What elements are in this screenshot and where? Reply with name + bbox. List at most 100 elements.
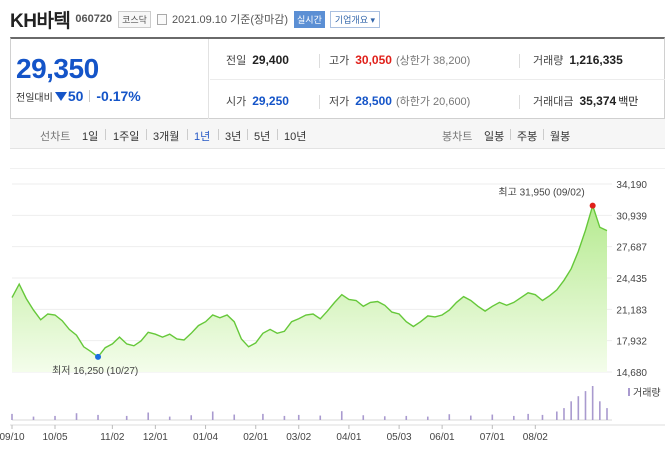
tab-weekly[interactable]: 주봉 <box>517 131 538 143</box>
tab-3m[interactable]: 3개월 <box>153 131 180 143</box>
x-tick-label: 02/01 <box>243 432 268 443</box>
down-triangle-icon <box>54 91 67 101</box>
current-price: 29,350 <box>16 53 99 84</box>
volume-bar <box>556 411 558 420</box>
volume-bar <box>426 416 429 420</box>
x-tick-label: 06/01 <box>430 432 455 443</box>
volume-bar <box>383 416 386 420</box>
volume-bar <box>233 414 236 420</box>
realtime-button[interactable]: 실시간 <box>294 10 325 28</box>
x-tick-label: 09/10 <box>0 432 25 443</box>
x-axis-labels: 09/10 10/05 11/02 12/01 01/04 02/01 03/02 04/01… <box>0 424 665 443</box>
tab-5y[interactable]: 5년 <box>254 131 271 143</box>
volume-bar <box>591 386 594 420</box>
volume-label: 거래량 <box>533 55 564 67</box>
y-tick-label: 30,939 <box>616 211 647 222</box>
y-axis-labels: 34,190 30,939 27,687 24,435 21,183 17,932 14,6… <box>616 180 647 379</box>
volume-bar <box>211 411 214 420</box>
stock-header: KH바텍 060720 코스닥 2021.09.10 기준(장마감) 실시간 기… <box>10 6 380 32</box>
open-value: 29,250 <box>252 94 289 108</box>
divider <box>146 129 147 140</box>
y-tick-label: 34,190 <box>616 180 647 191</box>
tab-1y[interactable]: 1년 <box>194 131 211 143</box>
x-tick-label: 07/01 <box>480 432 505 443</box>
tab-1d[interactable]: 1일 <box>82 131 99 143</box>
divider <box>519 95 520 109</box>
base-date: 2021.09.10 기준(장마감) <box>171 14 289 26</box>
open-label: 시가 <box>226 96 247 108</box>
divider <box>519 54 520 68</box>
volume-bars: 거래량 <box>11 386 661 421</box>
y-tick-label: 14,680 <box>616 368 647 379</box>
volume-value: 1,216,335 <box>569 53 623 67</box>
price-area <box>12 205 607 372</box>
volume-bar <box>262 413 264 420</box>
y-tick-label: 24,435 <box>616 274 647 285</box>
min-point <box>95 353 102 360</box>
volume-bar <box>527 413 529 420</box>
max-point <box>589 202 596 209</box>
change-percent: -0.17% <box>96 88 141 104</box>
volume-bar <box>147 412 150 420</box>
high-label: 고가 <box>329 55 350 67</box>
y-tick-label: 21,183 <box>616 305 647 316</box>
tab-monthly[interactable]: 월봉 <box>550 131 571 143</box>
volume-bar <box>570 401 572 420</box>
divider <box>247 129 248 140</box>
tab-3y[interactable]: 3년 <box>225 131 242 143</box>
volume-bar <box>283 415 286 420</box>
document-icon[interactable] <box>156 13 167 25</box>
price-block: 29,350 전일대비 50 -0.17% <box>11 39 209 119</box>
volume-bar <box>97 414 99 420</box>
volume-bar <box>11 413 13 420</box>
volume-legend-label: 거래량 <box>633 387 661 399</box>
volume-bar <box>577 396 580 420</box>
volume-bar <box>362 415 365 420</box>
volume-bar <box>606 408 608 420</box>
volume-bar <box>491 414 494 420</box>
tab-1w[interactable]: 1주일 <box>113 131 140 143</box>
volume-bar <box>297 414 300 420</box>
trade-amount-value: 35,374 <box>579 94 617 108</box>
x-tick-label: 01/04 <box>193 432 218 443</box>
volume-bar <box>125 415 128 420</box>
low-label: 저가 <box>329 96 350 108</box>
stock-name: KH바텍 <box>10 10 71 32</box>
market-badge: 코스닥 <box>118 10 151 28</box>
volume-bar <box>469 415 472 420</box>
volume-bar <box>319 415 322 420</box>
tab-10y[interactable]: 10년 <box>284 131 307 143</box>
volume-bar <box>405 415 408 420</box>
divider <box>89 90 91 102</box>
max-label: 최고 31,950 (09/02) <box>498 187 584 199</box>
change-amount: 50 <box>67 88 84 104</box>
divider <box>543 129 544 140</box>
tab-candle-chart[interactable]: 봉차트 <box>442 131 473 143</box>
y-tick-label: 27,687 <box>616 243 647 254</box>
volume-bar <box>541 414 544 420</box>
open-price: 시가 29,250 <box>226 93 289 109</box>
stock-code: 060720 <box>75 13 113 25</box>
prev-close-label: 전일 <box>226 55 247 67</box>
lower-limit: (하한가 20,600) <box>395 96 471 108</box>
divider <box>187 129 188 140</box>
high-price: 고가 30,050 (상한가 38,200) <box>329 52 470 68</box>
change-label: 전일대비 <box>16 92 53 104</box>
price-line <box>11 203 608 358</box>
divider <box>277 129 278 140</box>
quote-panel: 29,350 전일대비 50 -0.17% 전일 29,400 고가 30,05… <box>10 37 665 119</box>
low-price: 저가 28,500 (하한가 20,600) <box>329 93 470 109</box>
change-row: 전일대비 50 -0.17% <box>16 88 141 104</box>
x-tick-label: 12/01 <box>143 432 168 443</box>
extreme-markers: 최고 31,950 (09/02) 최저 16,250 (10/27) <box>52 187 596 377</box>
corp-info-dropdown[interactable]: 기업개요 ▾ <box>329 10 380 28</box>
row-divider <box>210 79 665 80</box>
volume-bar <box>190 415 193 420</box>
tab-line-chart[interactable]: 선차트 <box>40 131 71 143</box>
min-label: 최저 16,250 (10/27) <box>52 365 138 377</box>
divider <box>218 129 219 140</box>
tab-daily[interactable]: 일봉 <box>484 131 505 143</box>
volume-bar <box>599 401 601 420</box>
volume-bar <box>54 415 56 420</box>
divider <box>510 129 511 140</box>
